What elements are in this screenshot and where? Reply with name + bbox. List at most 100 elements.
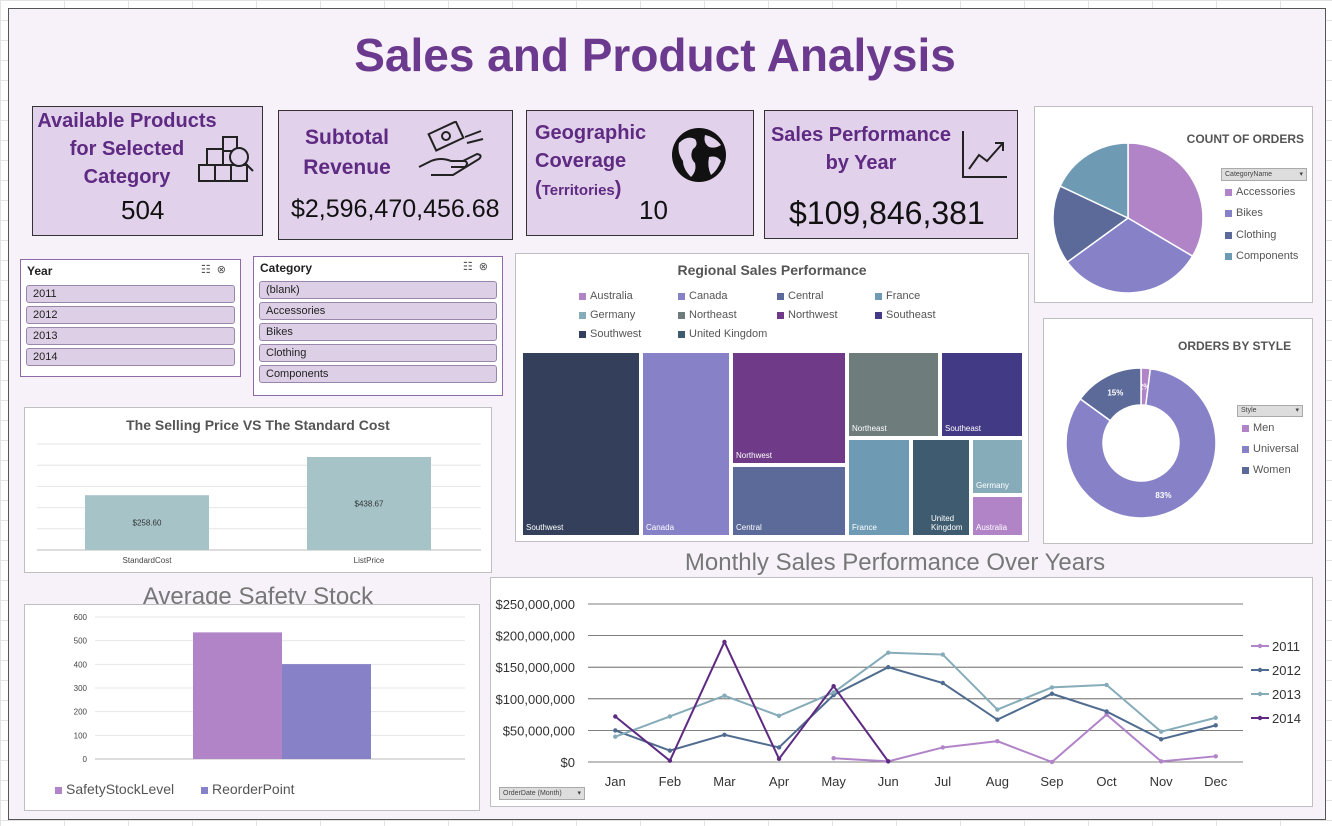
pie-count-orders (1052, 142, 1204, 294)
trend-up-icon (962, 131, 1007, 178)
slicer-category-item[interactable]: Bikes (259, 323, 497, 341)
donut-slice-universal[interactable] (1065, 367, 1217, 519)
slicer-year-item[interactable]: 2014 (26, 348, 235, 366)
data-point[interactable] (722, 693, 727, 698)
data-point[interactable] (1213, 754, 1218, 759)
data-point[interactable] (667, 714, 673, 719)
kpi-perf-label-2: by Year (825, 152, 897, 174)
donut-slice-women[interactable] (1079, 367, 1142, 422)
data-point[interactable] (1158, 759, 1164, 764)
treemap-tile[interactable]: Southeast (941, 352, 1023, 437)
orderdate-filter-label: OrderDate (Month) (503, 790, 562, 797)
kpi-available-products[interactable]: Available Products for Selected Category… (32, 106, 263, 236)
treemap-tile[interactable]: Southwest (522, 352, 640, 536)
bar-listprice[interactable] (307, 457, 431, 550)
data-point[interactable] (1158, 737, 1164, 742)
slicer-category-item[interactable]: Clothing (259, 344, 497, 362)
data-point[interactable] (831, 756, 836, 761)
kpi-geographic-coverage[interactable]: Geographic Coverage (Territories) 10 (526, 110, 754, 236)
legend-universal: Universal (1242, 443, 1299, 455)
treemap-tile[interactable]: Northeast (848, 352, 939, 437)
data-point[interactable] (831, 690, 836, 695)
data-point[interactable] (940, 652, 945, 657)
data-point[interactable] (776, 756, 782, 762)
data-point[interactable] (886, 665, 891, 670)
data-point[interactable] (613, 728, 618, 733)
slicer-category-item[interactable]: Accessories (259, 302, 497, 320)
legend-components: Components (1225, 250, 1298, 262)
data-point[interactable] (1104, 682, 1109, 688)
series-line-2013[interactable] (614, 651, 1216, 738)
data-point[interactable] (613, 734, 618, 739)
slicer-year-item[interactable]: 2012 (26, 306, 235, 324)
chart-count-of-orders[interactable]: COUNT OF ORDERS CategoryName ▾ Accessorie… (1034, 106, 1313, 303)
categoryname-filter-button[interactable]: CategoryName ▾ (1221, 168, 1307, 181)
data-point[interactable] (995, 738, 1000, 744)
chart-orders-by-style[interactable]: ORDERS BY STYLE 2% 83% 15% Style ▾ Men Univ… (1043, 318, 1313, 544)
data-point[interactable] (886, 759, 891, 764)
pie-slice-components[interactable] (1059, 142, 1129, 220)
treemap-tile[interactable]: Central (732, 466, 846, 536)
x-tick-label: Dec (1204, 774, 1228, 789)
pie-slice-clothing[interactable] (1052, 185, 1130, 264)
series-line-2012[interactable] (614, 666, 1216, 752)
data-point[interactable] (995, 707, 1000, 712)
data-point[interactable] (722, 639, 727, 645)
chart-price-vs-cost[interactable]: The Selling Price VS The Standard Cost $… (24, 407, 492, 573)
data-point[interactable] (776, 713, 782, 719)
slicer-year-item[interactable]: 2011 (26, 285, 235, 303)
multi-select-icon[interactable]: ☷ (200, 264, 217, 276)
data-point[interactable] (1049, 759, 1055, 765)
series-line-2014[interactable] (614, 639, 890, 763)
data-point[interactable] (940, 680, 945, 686)
treemap-tile[interactable]: Canada (642, 352, 730, 536)
data-point[interactable] (722, 732, 727, 738)
bar-data-label: $258.60 (133, 519, 162, 528)
data-point[interactable] (886, 650, 891, 655)
slicer-year[interactable]: Year ☷⊗ 2011 2012 2013 2014 (20, 259, 241, 377)
bar-reorderpoint[interactable] (282, 664, 371, 759)
data-point[interactable] (831, 683, 836, 689)
treemap-tile[interactable]: Australia (972, 496, 1023, 536)
treemap-tile[interactable]: France (848, 439, 910, 536)
style-filter-button[interactable]: Style ▾ (1237, 405, 1303, 417)
bar-data-label: $438.67 (355, 500, 384, 509)
data-point[interactable] (1049, 691, 1055, 696)
data-point[interactable] (940, 745, 945, 750)
treemap-tile[interactable]: United Kingdom (912, 439, 970, 536)
treemap-tile[interactable]: Northwest (732, 352, 846, 464)
orderdate-filter-button[interactable]: OrderDate (Month) ▾ (499, 787, 585, 800)
bar-safetystocklevel[interactable] (193, 632, 282, 759)
series-line-2011[interactable] (833, 713, 1216, 764)
data-point[interactable] (667, 748, 673, 753)
data-point[interactable] (1049, 685, 1055, 690)
clear-filter-icon[interactable]: ⊗ (216, 264, 232, 276)
kpi-sales-performance[interactable]: Sales Performance by Year $109,846,381 (764, 110, 1018, 239)
pie-slice-accessories[interactable] (1127, 142, 1204, 258)
clear-filter-icon[interactable]: ⊗ (478, 261, 494, 273)
data-point[interactable] (1213, 715, 1218, 720)
treemap-tile[interactable]: Germany (972, 439, 1023, 494)
data-point[interactable] (776, 745, 782, 750)
chart-monthly-sales[interactable]: $0 $50,000,000 $100,000,000 $150,000,000 $20… (490, 577, 1313, 807)
legend-swatch (1242, 466, 1249, 474)
chart-regional-sales[interactable]: Regional Sales Performance Australia Cana… (515, 253, 1029, 542)
legend-swatch (1225, 188, 1232, 196)
slicer-category-item[interactable]: (blank) (259, 281, 497, 299)
data-point[interactable] (995, 717, 1000, 722)
data-point[interactable] (613, 714, 618, 719)
chart-safety-stock[interactable]: 0 100 200 300 400 500 600 SafetyStockLevel Reo… (24, 604, 480, 811)
kpi-subtotal-revenue[interactable]: Subtotal Revenue $2,596,470,456.68 (278, 110, 513, 240)
data-point[interactable] (1158, 729, 1164, 734)
slicer-category[interactable]: Category ☷⊗ (blank) Accessories Bikes Cl… (253, 256, 503, 396)
legend-swatch (678, 292, 685, 300)
multi-select-icon[interactable]: ☷ (462, 261, 479, 273)
data-point[interactable] (667, 758, 673, 763)
slicer-year-item[interactable]: 2013 (26, 327, 235, 345)
pie-slice-bikes[interactable] (1066, 217, 1194, 294)
slicer-category-item[interactable]: Components (259, 365, 497, 383)
bar-standardcost[interactable] (85, 495, 209, 550)
data-point[interactable] (1104, 709, 1109, 714)
data-point[interactable] (1104, 712, 1109, 717)
data-point[interactable] (1213, 723, 1218, 728)
